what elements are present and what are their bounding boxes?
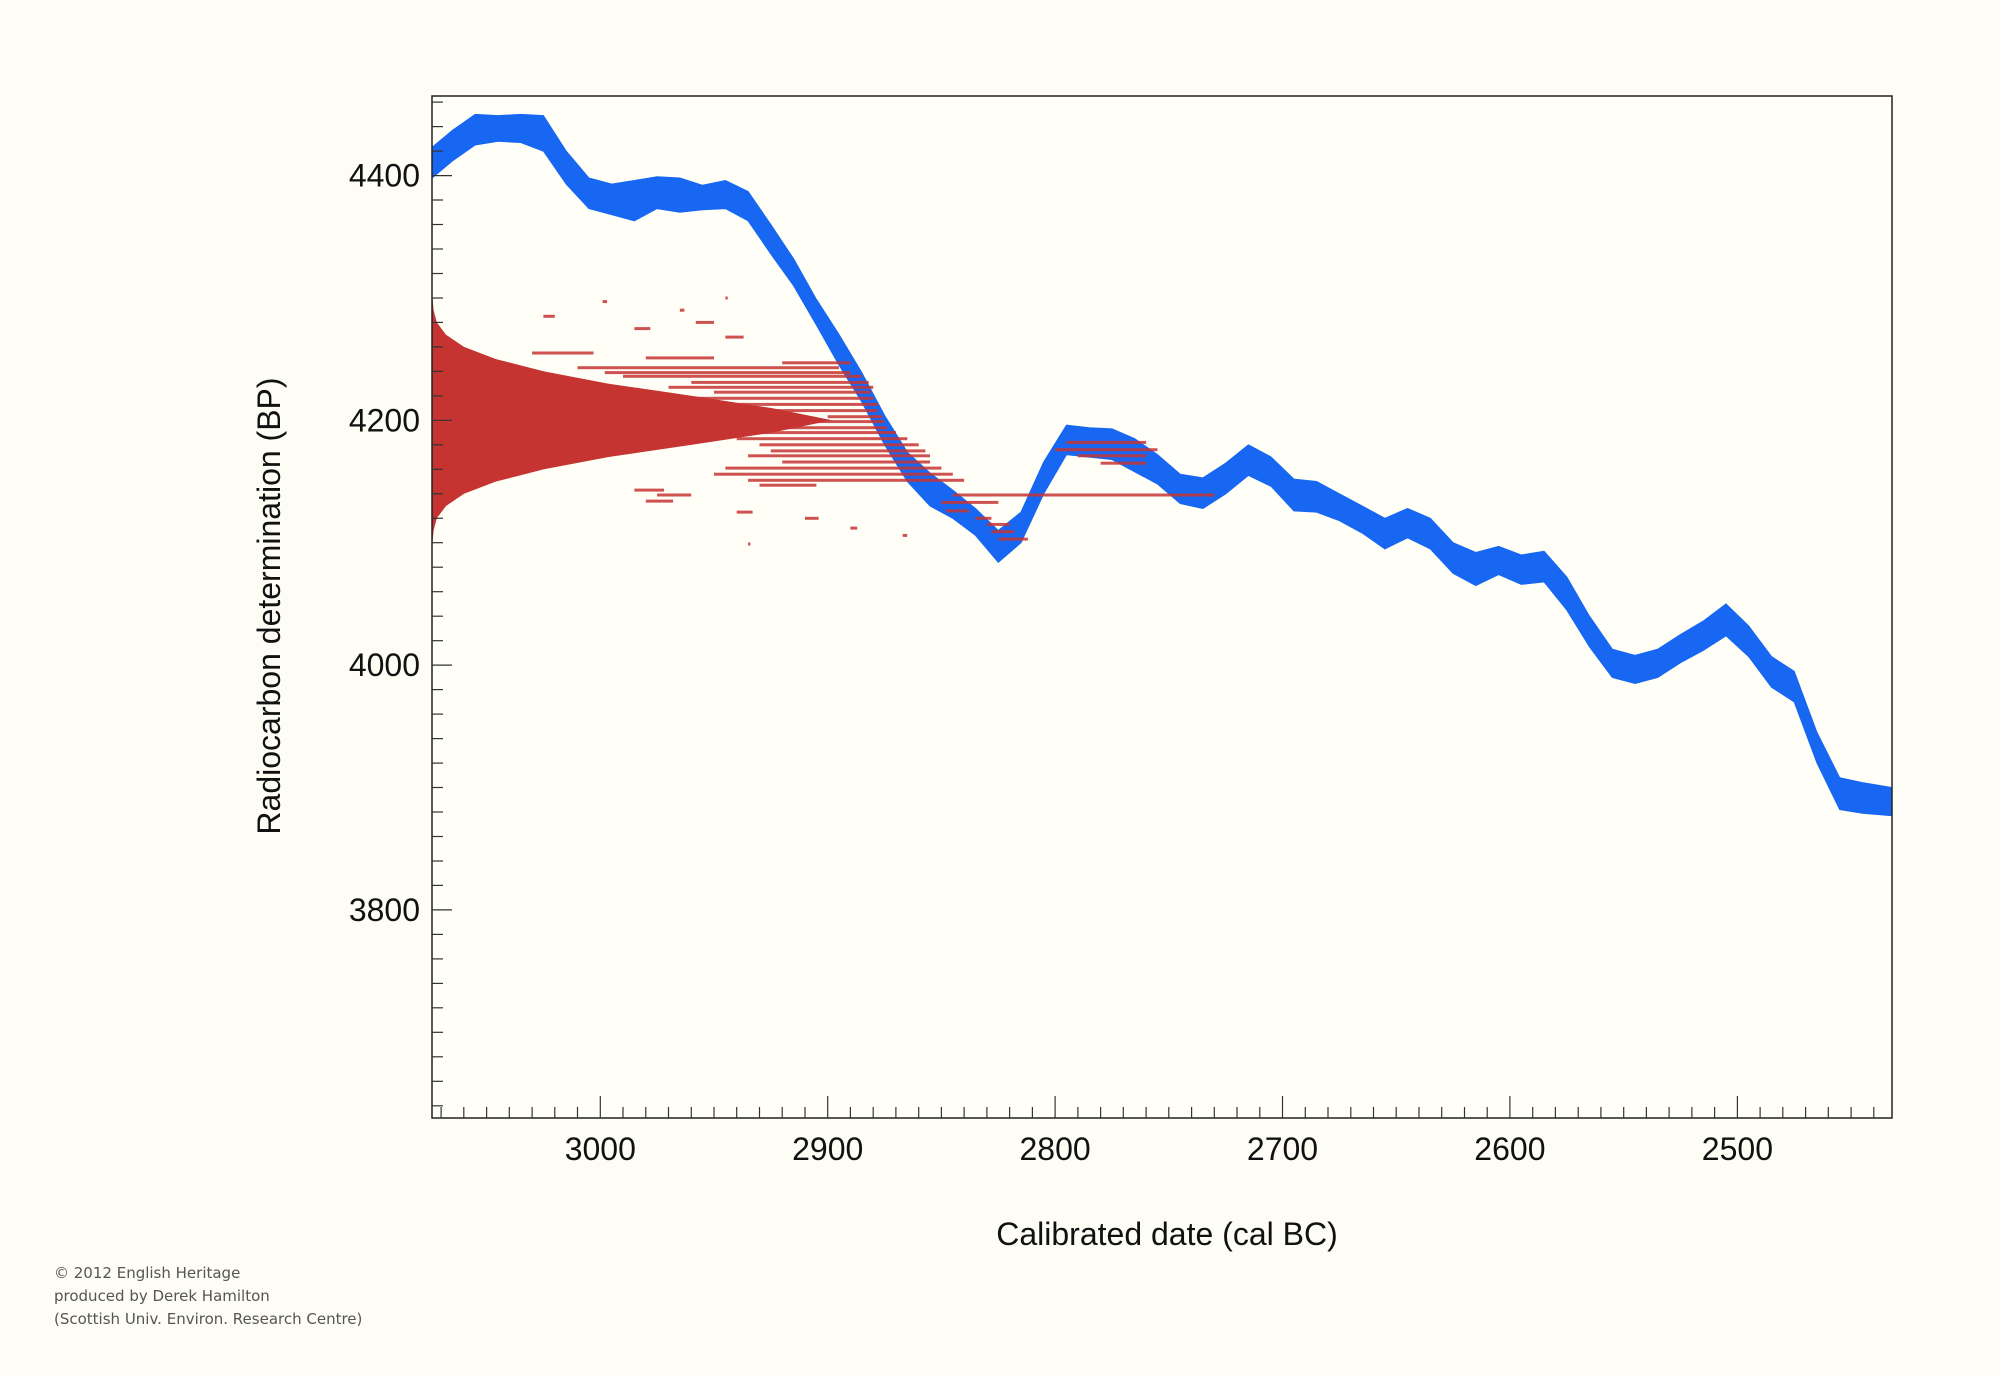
plot-area [432,96,1892,1118]
calibration-segment [941,500,999,504]
calibration-segment [902,533,908,537]
calibration-segment [725,335,744,339]
calibration-segment [714,390,871,394]
x-tick-label: 2900 [792,1131,863,1167]
calibration-segment [532,351,594,355]
calibration-segment [725,296,728,300]
calibration-segment [975,516,992,520]
y-tick-label: 3800 [349,892,420,928]
x-tick-label: 2600 [1474,1131,1545,1167]
calibration-segment [986,522,1010,526]
plot-axes: 3000 2900 2800 2700 2600 2500 4400 4200 4000 3800 [349,95,1893,1167]
calibration-segment [946,509,969,513]
calibration-segment [998,537,1028,541]
measurement-distribution [432,291,832,549]
calibration-segment [602,300,608,304]
calibration-segment [668,385,874,389]
calibration-segment [1077,454,1147,458]
calibration-segment [782,460,930,464]
calibration-segment [691,380,869,384]
calibration-segment [759,443,919,447]
calibration-segment [634,327,651,331]
calibration-segment [748,478,965,482]
y-tick-label: 4400 [349,158,420,194]
calibration-segment [991,530,1015,534]
x-tick-label: 2700 [1247,1131,1318,1167]
calibration-segment [679,308,685,312]
x-tick-label: 2500 [1702,1131,1773,1167]
calibration-segment [634,488,664,492]
x-axis-label: Calibrated date (cal BC) [996,1216,1337,1252]
plot-series [431,96,1893,1118]
calibration-segment [736,510,753,514]
calibration-segment [1100,461,1147,465]
calibration-segment [645,356,714,360]
calibration-segment [604,371,851,375]
calibration-segment [736,437,908,441]
calibration-segment [827,415,883,419]
x-tick-label: 2800 [1020,1131,1091,1167]
credits: © 2012 English Heritage produced by Dere… [54,1262,362,1331]
calibration-segment [657,493,692,497]
credit-copyright: © 2012 English Heritage [54,1264,241,1282]
calibration-segment [782,361,851,365]
calibration-segment [695,320,714,324]
y-tick-label: 4200 [349,402,420,438]
calibration-segment [770,449,926,453]
credit-institution: (Scottish Univ. Environ. Research Centre… [54,1310,363,1328]
calibration-segment [850,526,858,530]
calibration-segment [736,402,878,406]
calibration-segments [532,296,1215,546]
calibration-segment [748,542,751,546]
calibration-segment [691,396,874,400]
calibration-segment [725,466,942,470]
calibration-segment [748,454,930,458]
calibration-segment [645,499,674,503]
calibration-segment [782,426,887,430]
calibration-segment [623,374,862,378]
credit-author: produced by Derek Hamilton [54,1287,270,1305]
x-tick-label: 3000 [565,1131,636,1167]
plot-frame [431,95,1893,1119]
y-axis-label: Radiocarbon determination (BP) [251,377,287,834]
calibration-segment [714,472,953,476]
y-tick-label: 4000 [349,647,420,683]
calibration-segment [714,431,896,435]
calibration-segment [759,483,817,487]
calibration-segment [577,366,839,370]
calibration-segment [702,409,878,413]
calibration-segment [1066,440,1147,444]
calibration-segment [952,493,1215,497]
calibration-segment [805,516,819,520]
calibration-segment [759,420,885,424]
calibration-segment [1055,448,1158,452]
calibration-segment [543,314,555,318]
